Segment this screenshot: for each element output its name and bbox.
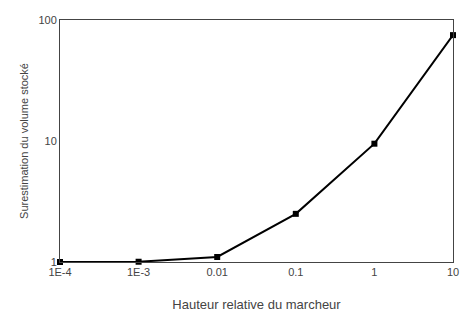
svg-text:1: 1	[371, 266, 377, 278]
svg-text:1: 1	[51, 256, 57, 268]
svg-text:1E-4: 1E-4	[48, 266, 71, 278]
svg-text:100: 100	[38, 14, 56, 26]
svg-text:10: 10	[447, 266, 459, 278]
svg-text:10: 10	[45, 135, 57, 147]
svg-text:Surestimation du volume stocké: Surestimation du volume stocké	[18, 63, 30, 219]
svg-text:0.1: 0.1	[288, 266, 303, 278]
svg-text:1E-3: 1E-3	[127, 266, 150, 278]
svg-text:Hauteur relative du marcheur: Hauteur relative du marcheur	[172, 297, 341, 312]
svg-text:0.01: 0.01	[206, 266, 227, 278]
